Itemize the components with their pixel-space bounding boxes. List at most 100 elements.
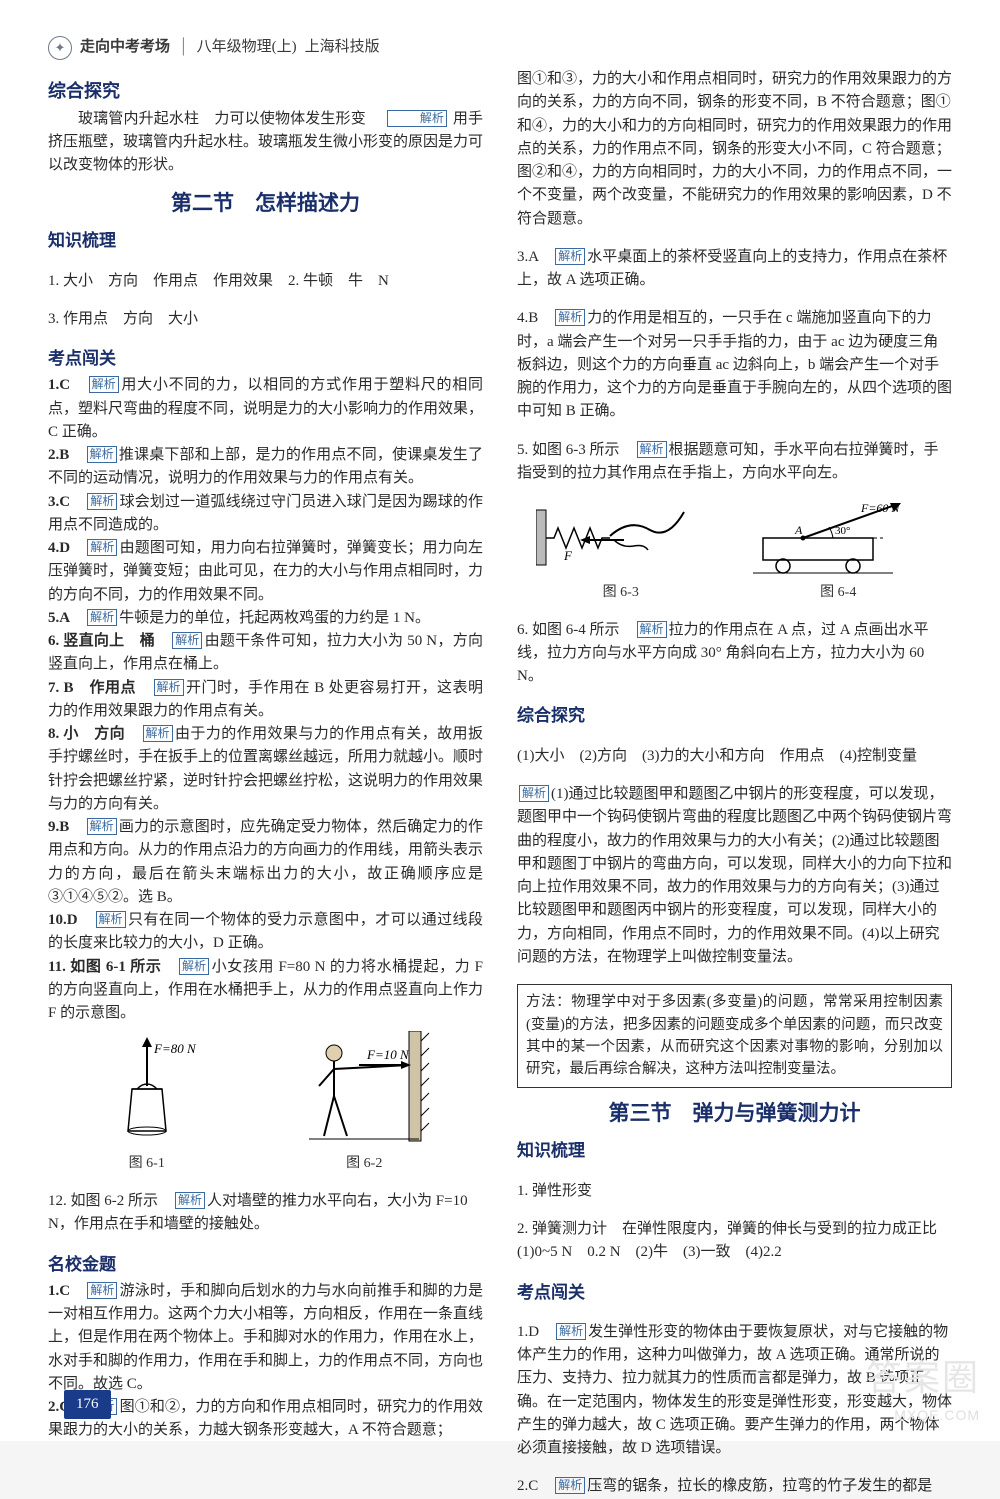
- zs2-2: 2. 弹簧测力计 在弹性限度内，弹簧的伸长与受到的拉力成正比 (1)0~5 N …: [517, 1218, 952, 1265]
- item-num: 5. 如图 6-3 所示: [517, 442, 620, 458]
- angle30: 30°: [835, 525, 850, 537]
- item-num: 7. B 作用点: [48, 680, 136, 696]
- item-num: 9.B: [48, 819, 69, 835]
- fig-6-1: F=80 N 图 6-1: [92, 1031, 202, 1175]
- jiexi-tag: 解析: [555, 1477, 585, 1494]
- fig-cap-6-1: 图 6-1: [92, 1153, 202, 1175]
- item-num: 1.C: [48, 377, 70, 393]
- F-label: F: [563, 548, 573, 563]
- item-text: 牛顿是力的单位，托起两枚鸡蛋的力约是 1 N。: [119, 610, 430, 626]
- jiexi-tag: 解析: [87, 818, 117, 835]
- fig-6-2: F=10 N 图 6-2: [289, 1031, 439, 1175]
- header-sep: │: [178, 36, 189, 59]
- jiexi-tag: 解析: [179, 958, 209, 975]
- zhtj-body: 玻璃管内升起水柱 力可以使物体发生形变 解析 用手挤压瓶壁，玻璃管内升起水柱。玻…: [48, 108, 483, 178]
- kdcg-list: 1.C 解析用大小不同的力，以相同的方式作用于塑料尺的相同点，塑料尺弯曲的程度不…: [48, 374, 483, 1025]
- fig-6-4: A F=60 N 30° 图 6-4: [743, 500, 933, 604]
- item-num: 6. 如图 6-4 所示: [517, 622, 620, 638]
- zs-line2: 3. 作用点 方向 大小: [48, 308, 483, 331]
- spring-hand-diagram: F: [536, 500, 706, 580]
- f10-label: F=10 N: [366, 1047, 410, 1062]
- list-item: 1.C 解析用大小不同的力，以相同的方式作用于塑料尺的相同点，塑料尺弯曲的程度不…: [48, 374, 483, 444]
- item-text: 游泳时，手和脚向后划水的力与水向前推手和脚的力是一对相互作用力。这两个力大小相等…: [48, 1283, 483, 1392]
- edition: 上海科技版: [305, 36, 380, 59]
- zh-head: (1)大小 (2)方向 (3)力的大小和方向 作用点 (4)控制变量: [517, 745, 952, 768]
- figure-6-3-4: F 图 6-3 A F=60 N: [517, 500, 952, 604]
- brand: 走向中考考场: [80, 36, 170, 59]
- fig-cap-6-3: 图 6-3: [536, 582, 706, 604]
- zs-line1: 1. 大小 方向 作用点 作用效果 2. 牛顿 牛 N: [48, 270, 483, 293]
- jiexi-tag: 解析: [87, 609, 117, 626]
- jiexi-tag: 解析: [87, 539, 117, 556]
- item-text: 发生弹性形变的物体由于要恢复原状，对与它接触的物体产生力的作用，这种力叫做弹力，…: [517, 1324, 952, 1456]
- item-num: 3.A: [517, 249, 538, 265]
- r-cont2c: 图①和③，力的大小和作用点相同时，研究力的作用效果跟力的方向的关系，力的方向不同…: [517, 68, 952, 231]
- item-num: 10.D: [48, 912, 78, 928]
- item-num: 5.A: [48, 610, 70, 626]
- jiexi-tag: 解析: [555, 309, 585, 326]
- page-header: ✦ 走向中考考场 │ 八年级物理(上) 上海科技版: [48, 36, 952, 60]
- zh-body: 解析(1)通过比较题图甲和题图乙中钢片的形变程度，可以发现，题图甲中一个钩码使钢…: [517, 783, 952, 969]
- logo-icon: ✦: [48, 36, 72, 60]
- method-box: 方法：物理学中对于多因素(多变量)的问题，常常采用控制因素(变量)的方法，把多因…: [517, 984, 952, 1088]
- item-num: 8. 小 方向: [48, 726, 125, 742]
- list-item: 12. 如图 6-2 所示 解析人对墙壁的推力水平向右，大小为 F=10 N，作…: [48, 1190, 483, 1237]
- jiexi-tag: 解析: [637, 621, 667, 638]
- list-item: 3.A 解析水平桌面上的茶杯受竖直向上的支持力，作用点在茶杯上，故 A 选项正确…: [517, 246, 952, 293]
- list-item: 7. B 作用点 解析开门时，手作用在 B 处更容易打开，这表明力的作用效果跟力…: [48, 677, 483, 724]
- page-number: 176: [64, 1390, 111, 1419]
- heading-mxjt: 名校金题: [48, 1252, 483, 1278]
- list-item: 11. 如图 6-1 所示 解析小女孩用 F=80 N 的力将水桶提起，力 F …: [48, 956, 483, 1026]
- item-num: 4.D: [48, 540, 70, 556]
- jiexi-tag: 解析: [387, 110, 447, 127]
- fig-6-3: F 图 6-3: [536, 500, 706, 604]
- heading-section3: 第三节 弹力与弹簧测力计: [517, 1098, 952, 1131]
- zh-body-text: (1)通过比较题图甲和题图乙中钢片的形变程度，可以发现，题图甲中一个钩码使钢片弯…: [517, 786, 952, 965]
- jiexi-tag: 解析: [556, 1323, 586, 1340]
- item-num: 11. 如图 6-1 所示: [48, 959, 161, 975]
- list-item: 5. 如图 6-3 所示 解析根据题意可知，手水平向右拉弹簧时，手指受到的拉力其…: [517, 439, 952, 486]
- fig-cap-6-4: 图 6-4: [743, 582, 933, 604]
- heading-kd2: 考点闯关: [517, 1280, 952, 1306]
- item-num: 12. 如图 6-2 所示: [48, 1193, 158, 1209]
- subject: 八年级物理(上): [197, 36, 297, 59]
- list-item: 10.D 解析只有在同一个物体的受力示意图中，才可以通过线段的长度来比较力的大小…: [48, 909, 483, 956]
- jiexi-tag: 解析: [637, 441, 667, 458]
- item-text: 压弯的锯条，拉长的橡皮筋，拉弯的竹子发生的都是: [587, 1478, 932, 1494]
- fig-cap-6-2: 图 6-2: [289, 1153, 439, 1175]
- mxjt-list: 1.C 解析游泳时，手和脚向后划水的力与水向前推手和脚的力是一对相互作用力。这两…: [48, 1280, 483, 1443]
- zhtj-b1: 玻璃管内升起水柱 力可以使物体发生形变: [78, 111, 381, 127]
- jiexi-tag: 解析: [154, 679, 184, 696]
- list-item: 2.B 解析推课桌下部和上部，是力的作用点不同，使课桌发生了不同的运动情况，说明…: [48, 444, 483, 491]
- zs2-1: 1. 弹性形变: [517, 1180, 952, 1203]
- page: ✦ 走向中考考场 │ 八年级物理(上) 上海科技版 综合探究 玻璃管内升起水柱 …: [0, 0, 1000, 1441]
- heading-zsshuli: 知识梳理: [48, 228, 483, 254]
- content-columns: 综合探究 玻璃管内升起水柱 力可以使物体发生形变 解析 用手挤压瓶壁，玻璃管内升…: [48, 68, 952, 1499]
- A-label: A: [794, 523, 803, 537]
- list-item: 9.B 解析画力的示意图时，应先确定受力物体，然后确定力的作用点和方向。从力的作…: [48, 816, 483, 909]
- cart-force-diagram: A F=60 N 30°: [743, 500, 933, 580]
- list-item: 1.C 解析游泳时，手和脚向后划水的力与水向前推手和脚的力是一对相互作用力。这两…: [48, 1280, 483, 1396]
- list-item: 5.A 解析牛顿是力的单位，托起两枚鸡蛋的力约是 1 N。: [48, 607, 483, 630]
- jiexi-tag: 解析: [87, 446, 117, 463]
- figure-6-1-2: F=80 N 图 6-1: [48, 1031, 483, 1175]
- heading-zhtj: 综合探究: [48, 78, 483, 106]
- jiexi-tag: 解析: [519, 785, 549, 802]
- list-item: 3.C 解析球会划过一道弧线绕过守门员进入球门是因为踢球的作用点不同造成的。: [48, 491, 483, 538]
- f60-label: F=60 N: [860, 501, 900, 515]
- jiexi-tag: 解析: [87, 493, 117, 510]
- item-num: 3.C: [48, 494, 70, 510]
- jiexi-tag: 解析: [555, 248, 585, 265]
- f80-label: F=80 N: [153, 1041, 197, 1056]
- list-item: 4.D 解析由题图可知，用力向右拉弹簧时，弹簧变长；用力向左压弹簧时，弹簧变短；…: [48, 537, 483, 607]
- heading-section2: 第二节 怎样描述力: [48, 188, 483, 221]
- list-item: 1.D 解析发生弹性形变的物体由于要恢复原状，对与它接触的物体产生力的作用，这种…: [517, 1321, 952, 1461]
- list-item: 2.C 解析压弯的锯条，拉长的橡皮筋，拉弯的竹子发生的都是: [517, 1475, 952, 1498]
- item-num: 2.C: [517, 1478, 538, 1494]
- item-num: 1.C: [48, 1283, 70, 1299]
- list-item: 6. 如图 6-4 所示 解析拉力的作用点在 A 点，过 A 点画出水平线，拉力…: [517, 619, 952, 689]
- item-num: 6. 竖直向上 桶: [48, 633, 155, 649]
- heading-zhtj2: 综合探究: [517, 703, 952, 729]
- item-num: 2.B: [48, 447, 69, 463]
- bucket-force-diagram: F=80 N: [92, 1031, 202, 1151]
